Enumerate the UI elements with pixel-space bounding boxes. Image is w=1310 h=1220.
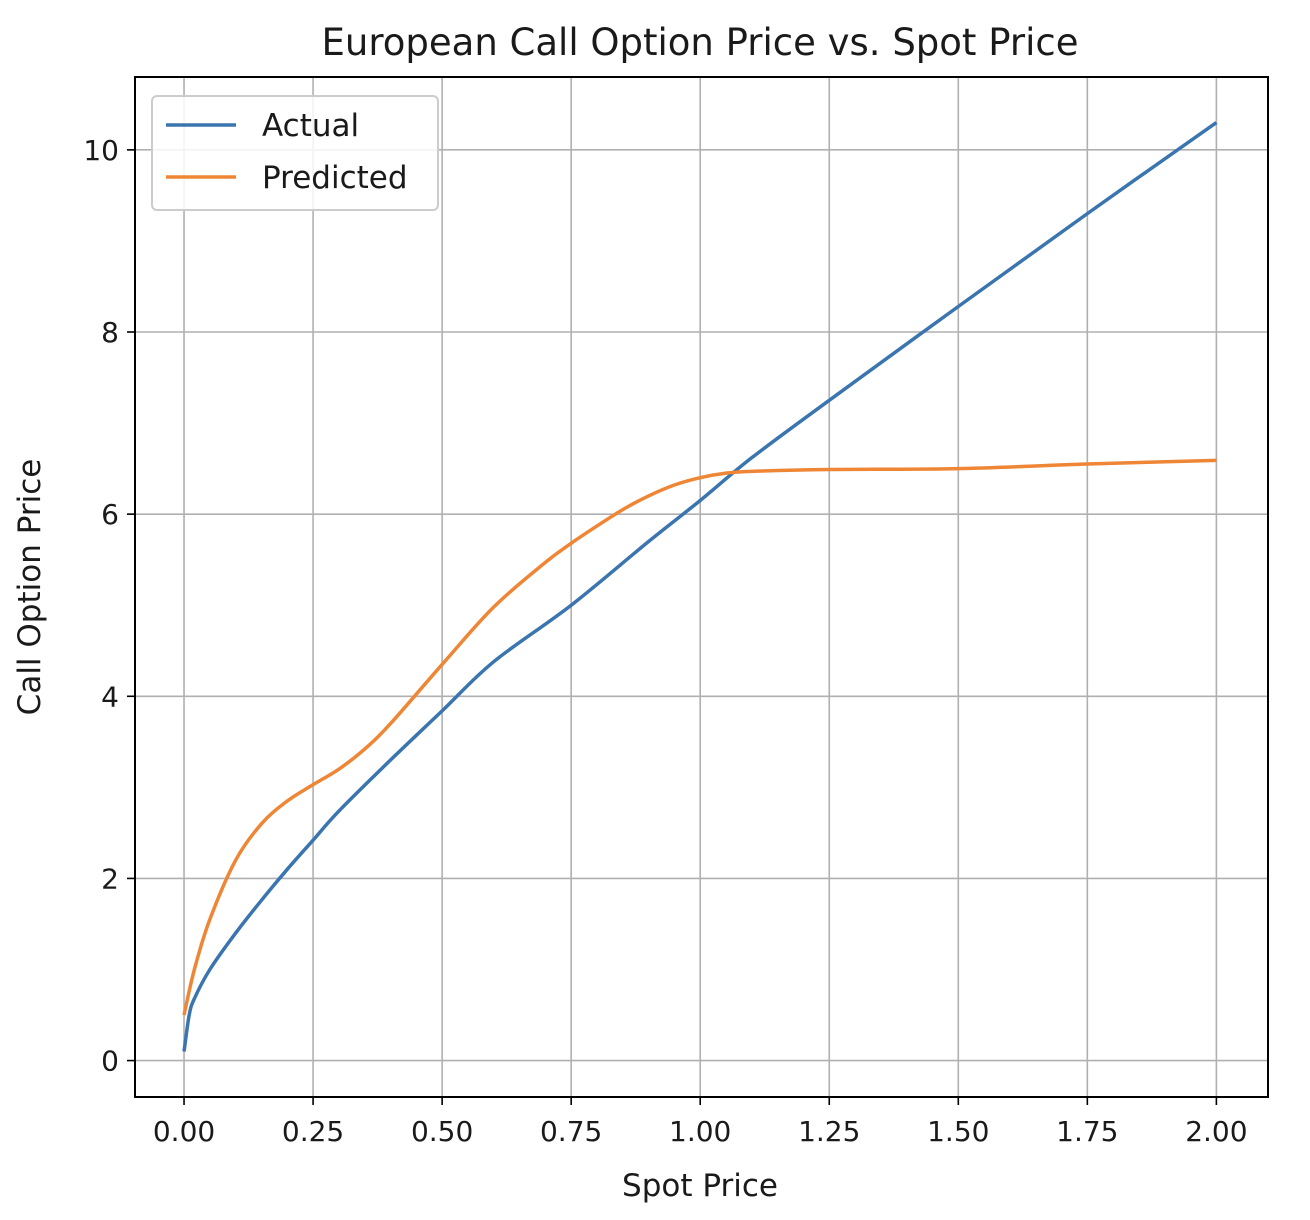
y-axis-label: Call Option Price: [12, 459, 48, 716]
ticks: 0.00 0.25 0.50 0.75 1.00 1.25 1.50 1.75 2.00 0 2 4 6…: [83, 134, 1247, 1148]
legend-label-actual: Actual: [262, 108, 359, 144]
x-tick-label: 1.50: [927, 1115, 989, 1148]
x-tick-label: 0.25: [282, 1115, 344, 1148]
x-tick-label: 0.00: [153, 1115, 215, 1148]
x-tick-label: 1.75: [1056, 1115, 1118, 1148]
grid: [135, 77, 1268, 1097]
y-tick-label: 6: [101, 498, 119, 531]
chart-title: European Call Option Price vs. Spot Pric…: [322, 21, 1079, 64]
x-tick-label: 1.25: [798, 1115, 860, 1148]
legend: Actual Predicted: [151, 95, 439, 211]
y-tick-label: 4: [101, 680, 119, 713]
y-tick-label: 10: [83, 134, 119, 167]
x-tick-label: 0.50: [411, 1115, 473, 1148]
y-tick-label: 8: [101, 316, 119, 349]
x-axis-label: Spot Price: [622, 1168, 778, 1204]
legend-label-predicted: Predicted: [262, 160, 408, 196]
y-tick-label: 2: [101, 862, 119, 895]
series-line-actual: [182, 121, 1218, 1052]
x-tick-label: 0.75: [540, 1115, 602, 1148]
x-tick-label: 2.00: [1185, 1115, 1247, 1148]
plot-frame: [134, 76, 1269, 1098]
y-tick-label: 0: [101, 1045, 119, 1078]
series-line-predicted: [182, 458, 1217, 1016]
x-tick-label: 1.00: [669, 1115, 731, 1148]
series-layer: [182, 121, 1218, 1052]
